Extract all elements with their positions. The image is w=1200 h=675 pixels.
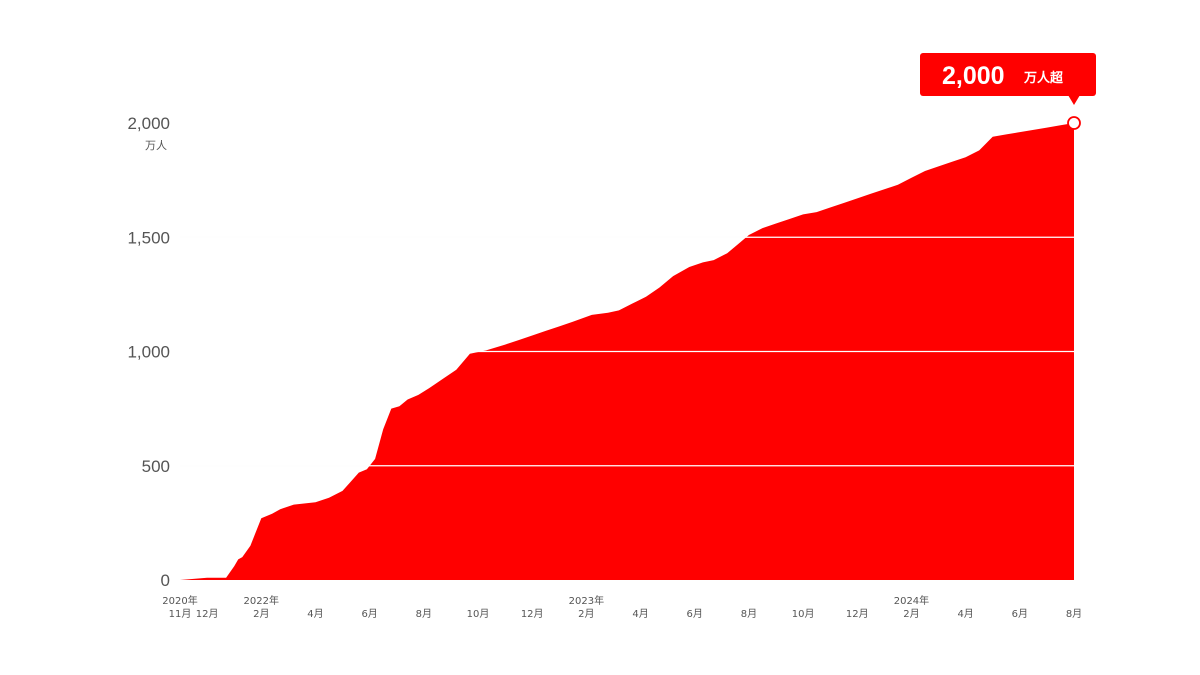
x-tick-label: 8月 [1066,608,1082,620]
x-tick-label: 11月 [169,608,192,620]
y-tick-label: 1,500 [127,228,170,247]
x-tick-label: 12月 [846,608,869,620]
x-tick-label: 6月 [687,608,703,620]
y-tick-label: 2,000 [127,114,170,133]
x-tick-year: 2022年 [244,594,279,607]
y-tick-label: 1,000 [127,343,170,362]
gridlines-overlay [180,122,1074,467]
x-tick-label: 12月 [196,608,219,620]
y-axis-unit: 万人 [145,139,167,152]
x-tick-label: 4月 [957,608,973,620]
x-tick-label: 4月 [632,608,648,620]
x-tick-label: 4月 [307,608,323,620]
x-tick-label: 8月 [416,608,432,620]
x-tick-label: 2月 [903,608,919,620]
callout: 2,000 万人超 [920,53,1096,130]
x-tick-year: 2023年 [569,594,604,607]
end-point-marker [1067,116,1081,130]
y-tick-label: 0 [161,571,170,590]
callout-box [920,53,1096,96]
x-tick-label: 12月 [521,608,544,620]
x-tick-label: 10月 [467,608,490,620]
x-tick-label: 2月 [253,608,269,620]
x-tick-label: 6月 [361,608,377,620]
y-axis: 0 500 1,000 1,500 2,000 [127,114,170,590]
y-tick-label: 500 [142,457,170,476]
x-tick-label: 2月 [578,608,594,620]
callout-unit: 万人超 [1023,70,1064,86]
x-tick-label: 6月 [1012,608,1028,620]
x-tick-label: 10月 [792,608,815,620]
x-tick-year: 2024年 [894,594,929,607]
x-tick-year: 2020年 [162,594,197,607]
callout-value: 2,000 [942,62,1005,90]
x-tick-label: 8月 [741,608,757,620]
callout-pointer [1068,95,1080,105]
